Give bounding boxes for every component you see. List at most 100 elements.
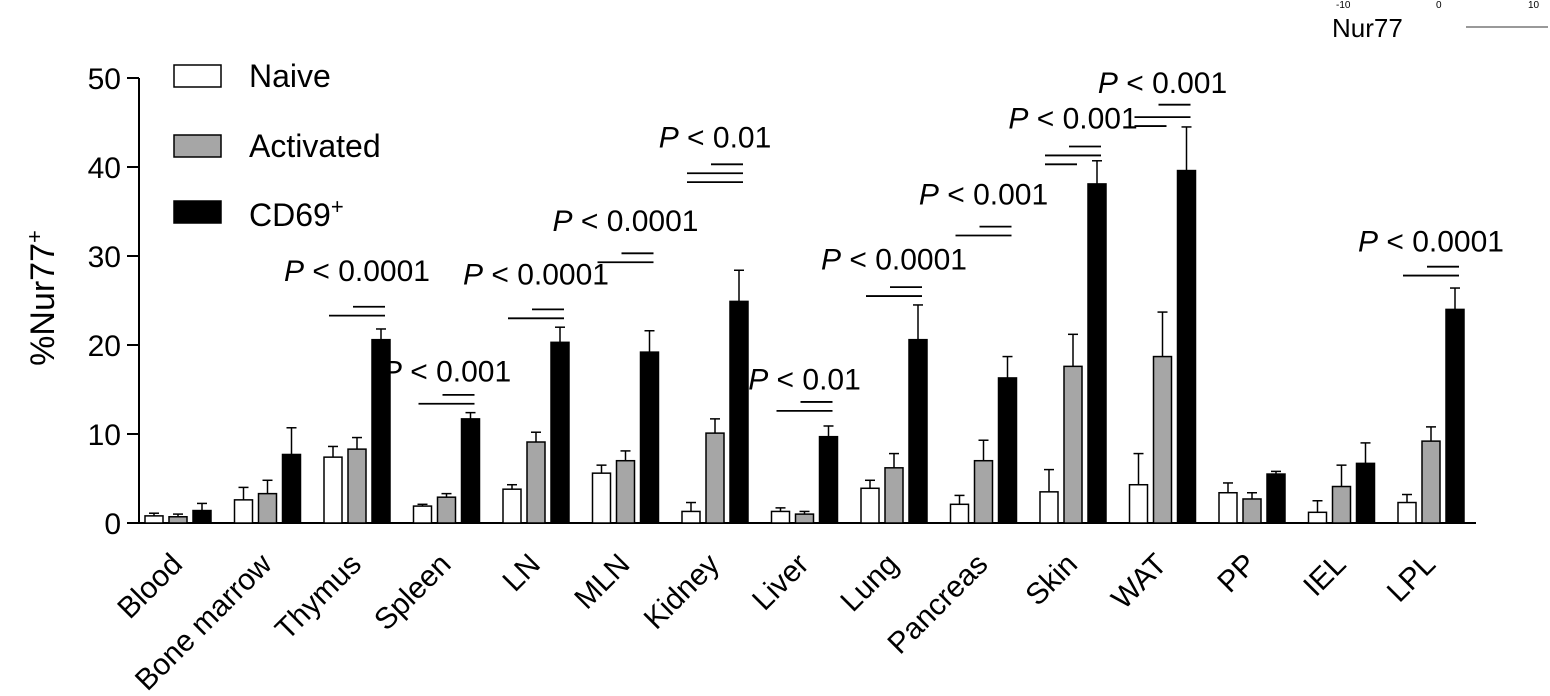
x-label-liver: Liver <box>746 548 815 617</box>
bar-lpl-cd69 <box>1445 308 1465 524</box>
p-value-liver: P < 0.01 <box>748 364 861 397</box>
y-ticks: 0 10 20 30 40 50 <box>88 63 139 541</box>
bar-iel-activated <box>1331 485 1352 524</box>
error-bar-liver-activated <box>799 510 810 515</box>
bar-lpl-naive <box>1397 501 1417 524</box>
legend-swatch-cd69 <box>173 200 222 224</box>
error-bar-iel-naive <box>1312 500 1323 513</box>
error-bar-spleen-activated <box>441 492 452 498</box>
p-value-wat: P < 0.001 <box>1098 67 1227 100</box>
bar-pancreas-cd69 <box>997 377 1018 524</box>
bar-kidney-naive <box>681 510 701 524</box>
y-axis-label-sup: + <box>22 230 47 243</box>
bar-thymus-naive <box>323 456 343 524</box>
error-bar-pp-cd69 <box>1271 470 1281 475</box>
bar-kidney-cd69 <box>729 300 749 524</box>
x-label-iel: IEL <box>1297 548 1352 603</box>
error-bar-lung-cd69 <box>913 304 923 340</box>
error-bar-mln-cd69 <box>644 330 655 353</box>
error-bar-liver-cd69 <box>823 425 834 437</box>
p-value-lpl: P < 0.0001 <box>1358 226 1504 259</box>
bar-skin-cd69 <box>1087 183 1107 524</box>
error-bar-lpl-activated <box>1426 426 1436 442</box>
bar-bone-marrow-naive <box>233 499 254 524</box>
bar-mln-naive <box>591 472 612 524</box>
p-value-ln: P < 0.0001 <box>463 258 609 291</box>
bar-mln-cd69 <box>639 351 660 524</box>
p-value-pancreas: P < 0.001 <box>919 178 1048 211</box>
p-value-mln: P < 0.0001 <box>553 205 699 238</box>
error-bar-spleen-naive <box>417 503 428 507</box>
bar-blood-activated <box>168 516 188 524</box>
error-bar-kidney-naive <box>686 501 696 512</box>
error-bar-bone-marrow-activated <box>262 479 273 494</box>
bar-ln-cd69 <box>550 341 570 524</box>
x-label-lpl: LPL <box>1381 548 1442 609</box>
bar-blood-naive <box>144 515 164 524</box>
x-label-blood: Blood <box>111 548 189 626</box>
corner-tick-10: 10 <box>1528 0 1540 11</box>
error-bar-blood-activated <box>173 513 183 517</box>
y-tick-label-0: 0 <box>104 508 121 541</box>
error-bar-pancreas-naive <box>954 494 965 505</box>
error-bar-ln-cd69 <box>555 326 565 343</box>
error-bar-kidney-cd69 <box>734 269 744 302</box>
y-axis-label: %Nur77+ <box>22 230 63 366</box>
error-bar-ln-activated <box>531 431 541 443</box>
error-bar-skin-cd69 <box>1092 160 1102 184</box>
bar-spleen-activated <box>436 496 457 524</box>
corner-label: Nur77 <box>1332 13 1403 43</box>
p-value-lung: P < 0.0001 <box>821 243 967 276</box>
x-label-mln: MLN <box>568 548 636 616</box>
bar-blood-cd69 <box>192 509 212 524</box>
x-label-thymus: Thymus <box>269 548 368 647</box>
bar-wat-naive <box>1128 483 1149 524</box>
legend-label-naive: Naive <box>249 58 331 94</box>
error-bar-pancreas-activated <box>978 439 989 461</box>
significance-annotations: P < 0.0001 P < 0.001 P < 0.0001 P < 0.0001 P… <box>284 67 1504 412</box>
bar-pancreas-activated <box>973 459 994 524</box>
x-label-ln: LN <box>496 548 546 598</box>
error-bar-spleen-cd69 <box>465 411 476 419</box>
x-label-spleen: Spleen <box>368 548 457 637</box>
error-bar-thymus-cd69 <box>376 328 386 340</box>
y-tick-label-10: 10 <box>88 419 121 452</box>
legend: Naive Activated CD69+ <box>173 58 381 234</box>
error-bar-iel-activated <box>1336 464 1347 487</box>
x-label-lung: Lung <box>834 548 905 619</box>
y-tick-label-50: 50 <box>88 63 121 96</box>
bar-lung-cd69 <box>908 338 928 524</box>
bar-mln-activated <box>615 459 636 524</box>
bar-bone-marrow-cd69 <box>281 453 302 524</box>
legend-label-activated: Activated <box>249 128 381 164</box>
bar-lung-naive <box>860 487 880 524</box>
legend-label-cd69-main: CD69 <box>249 197 331 233</box>
error-bar-liver-naive <box>775 507 786 512</box>
bar-wat-cd69 <box>1176 169 1197 524</box>
error-bar-skin-activated <box>1068 333 1078 367</box>
error-bar-lung-activated <box>889 452 899 468</box>
error-bar-iel-cd69 <box>1360 442 1371 464</box>
legend-swatch-naive <box>173 64 222 88</box>
bar-spleen-cd69 <box>460 418 481 524</box>
error-bar-lung-naive <box>865 479 875 489</box>
error-bar-kidney-activated <box>710 418 720 434</box>
y-tick-label-30: 30 <box>88 241 121 274</box>
error-bar-mln-naive <box>596 464 607 474</box>
error-bar-ln-naive <box>507 483 517 490</box>
legend-label-cd69: CD69+ <box>249 194 344 234</box>
x-label-skin: Skin <box>1019 548 1084 613</box>
bar-skin-activated <box>1063 365 1083 524</box>
x-label-wat: WAT <box>1105 548 1173 616</box>
bar-kidney-activated <box>705 432 725 524</box>
error-bar-thymus-naive <box>328 445 338 458</box>
bar-lung-activated <box>884 467 904 524</box>
error-bar-wat-naive <box>1133 452 1144 485</box>
error-bar-pancreas-cd69 <box>1002 355 1013 378</box>
bar-wat-activated <box>1152 355 1173 524</box>
error-bar-wat-cd69 <box>1181 126 1192 171</box>
bar-pancreas-naive <box>949 503 970 524</box>
bar-liver-cd69 <box>818 435 839 524</box>
